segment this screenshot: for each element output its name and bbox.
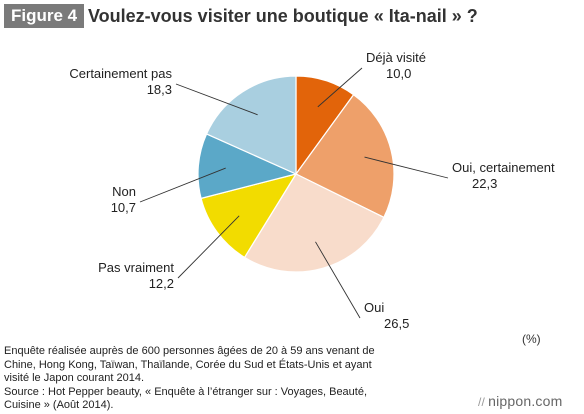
slice-value: 18,3: [147, 82, 172, 97]
slice-label: Pas vraiment: [98, 260, 174, 275]
leader-line: [139, 167, 226, 203]
note-line: Source : Hot Pepper beauty, « Enquête à …: [4, 385, 368, 398]
leader-line: [315, 241, 361, 319]
note-line: Chine, Hong Kong, Taïwan, Thaïlande, Cor…: [4, 358, 372, 371]
slice-value: 26,5: [384, 316, 409, 331]
pie-slice: [200, 173, 298, 259]
slice-value: 10,0: [386, 66, 411, 81]
slice-label: Oui: [364, 300, 384, 315]
pie-slice: [295, 93, 395, 219]
leader-line: [175, 83, 258, 116]
slice-label: Oui, certainement: [452, 160, 555, 175]
note-line: visité le Japon courant 2014.: [4, 372, 145, 384]
pie-slices: [197, 75, 395, 273]
brand-logo: //nippon.com: [478, 393, 562, 409]
survey-note: Enquête réalisée auprès de 600 personnes…: [4, 345, 464, 413]
leader-line: [177, 215, 240, 279]
pie-slice: [205, 75, 297, 175]
pie-slice: [243, 173, 385, 273]
leader-lines: [139, 67, 449, 319]
double-slash-icon: //: [478, 395, 486, 409]
note-line: Cuisine » (Août 2014).: [4, 399, 114, 411]
slice-label: Certainement pas: [69, 66, 172, 81]
leader-line: [317, 67, 363, 108]
unit-label: (%): [522, 332, 541, 346]
slice-value: 12,2: [149, 276, 174, 291]
figure-badge: Figure 4: [4, 4, 85, 28]
chart-title: Voulez-vous visiter une boutique « Ita-n…: [88, 6, 478, 26]
leader-line: [364, 156, 449, 179]
brand-name: nippon.com: [488, 393, 563, 409]
slice-label: Déjà visité: [366, 50, 426, 65]
slice-label: Non: [112, 184, 136, 199]
slice-value: 10,7: [111, 200, 136, 215]
note-line: Enquête réalisée auprès de 600 personnes…: [4, 345, 375, 357]
slice-value: 22,3: [472, 176, 497, 191]
header: Figure 4 Voulez-vous visiter une boutiqu…: [0, 0, 584, 34]
